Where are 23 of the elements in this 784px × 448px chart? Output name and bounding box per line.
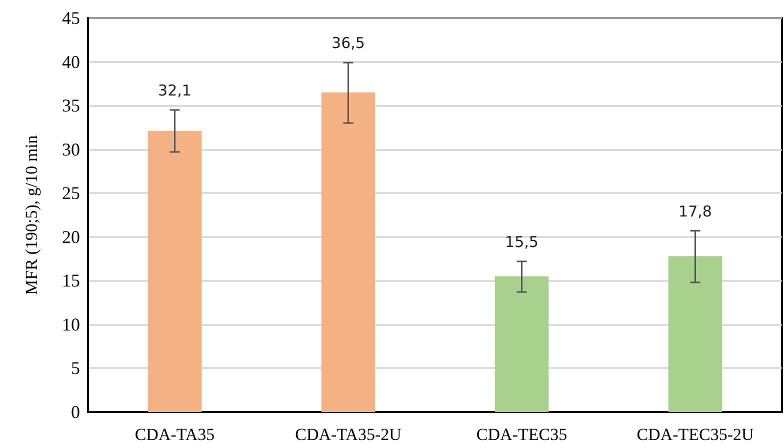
y-tick-label: 30 (62, 139, 80, 160)
y-tick-label: 20 (62, 226, 80, 247)
data-label: 15,5 (505, 232, 538, 251)
bar (321, 92, 376, 412)
y-tick-label: 25 (62, 183, 80, 204)
x-tick-label: CDA-TA35 (134, 425, 215, 444)
x-tick-label: CDA-TEC35 (476, 425, 568, 444)
y-tick-label: 40 (62, 52, 80, 72)
data-label: 32,1 (158, 81, 192, 100)
bar (148, 130, 202, 412)
x-tick-label: CDA-TA35-2U (295, 425, 402, 444)
data-label: 17,8 (678, 202, 712, 220)
y-tick-label: 45 (62, 8, 80, 28)
y-tick-label: 5 (71, 358, 80, 378)
y-tick-label: 10 (62, 314, 80, 334)
y-tick-label: 0 (71, 402, 80, 422)
y-axis-title: MFR (190;5), g/10 min (22, 134, 41, 295)
y-tick-label: 35 (62, 96, 80, 116)
bar (668, 256, 722, 412)
bar (494, 276, 549, 412)
data-label: 36,5 (332, 34, 365, 52)
y-tick-label: 15 (62, 270, 80, 291)
x-tick-label: CDA-TEC35-2U (636, 425, 754, 444)
